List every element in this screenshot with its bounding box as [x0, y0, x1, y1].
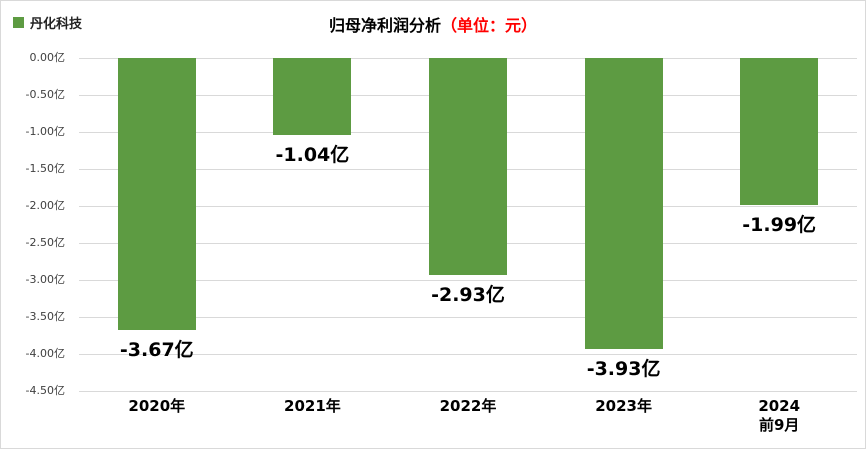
legend-label: 丹化科技: [30, 17, 83, 32]
gridline: [79, 280, 857, 281]
bar-value-label: -3.67亿: [119, 338, 194, 361]
bar-2021年: [273, 58, 352, 135]
y-tick-label: -3.50亿: [25, 310, 65, 323]
plot-area: -3.67亿 -1.04亿 -2.93亿 -3.93亿 -1.99亿: [79, 58, 857, 392]
bar-value-label: -3.93亿: [586, 357, 661, 380]
chart-header: 丹化科技 归母净利润分析（单位：元）: [1, 1, 865, 41]
gridline: [79, 391, 857, 392]
gridline: [79, 354, 857, 355]
bar-2022年: [429, 58, 507, 275]
chart-title: 归母净利润分析（单位：元）: [1, 12, 865, 36]
y-tick-label: -2.50亿: [25, 236, 65, 249]
bar-2023年: [584, 58, 663, 349]
y-tick-label: -2.00亿: [25, 199, 65, 212]
y-tick-label: -3.00亿: [25, 273, 65, 286]
x-tick-label: 2020年: [128, 397, 186, 415]
y-tick-label: 0.00亿: [29, 51, 66, 64]
y-tick-label: -4.50亿: [25, 384, 65, 397]
x-tick-label: 2024 前9月: [758, 397, 801, 434]
x-axis: 2020年 2021年 2022年 2023年 2024 前9月: [79, 397, 857, 441]
chart-title-main: 归母净利润分析: [328, 16, 441, 35]
y-tick-label: -1.50亿: [25, 162, 65, 175]
y-tick-label: -1.00亿: [25, 125, 65, 138]
bar-2020年: [117, 58, 196, 330]
x-tick-label: 2023年: [595, 397, 652, 415]
gridline: [79, 317, 857, 318]
y-tick-label: -4.00亿: [25, 347, 65, 360]
bar-value-label: -1.04亿: [275, 143, 350, 166]
bar-2024前9月: [740, 58, 819, 206]
legend-swatch-icon: [13, 17, 24, 28]
chart-title-unit: （单位：元）: [441, 16, 538, 35]
x-tick-label: 2022年: [439, 397, 497, 415]
bar-value-label: -1.99亿: [742, 214, 817, 237]
bar-value-label: -2.93亿: [431, 283, 505, 306]
legend: 丹化科技: [13, 13, 82, 32]
y-axis: 0.00亿 -0.50亿 -1.00亿 -1.50亿 -2.00亿 -2.50亿 -3.00…: [1, 51, 71, 397]
y-tick-label: -0.50亿: [25, 88, 65, 101]
x-tick-label: 2021年: [284, 397, 341, 415]
